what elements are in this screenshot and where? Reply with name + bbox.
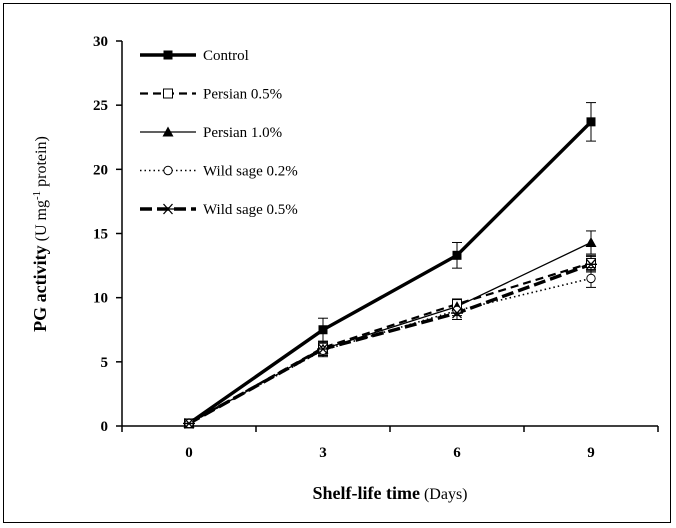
y-tick-label: 30	[93, 34, 108, 50]
legend-label: Wild sage 0.5%	[203, 202, 298, 218]
series-lines	[188, 120, 593, 425]
x-axis-title-unit: (Days)	[420, 486, 468, 503]
x-tick-label: 3	[319, 445, 327, 461]
x-axis-title: Shelf-life time (Days)	[312, 483, 467, 503]
legend-label: Persian 0.5%	[203, 87, 282, 103]
series-line	[188, 277, 592, 425]
data-point	[585, 236, 597, 247]
y-tick-label: 0	[101, 419, 109, 435]
series-line	[188, 262, 592, 425]
y-tick-label: 15	[93, 227, 108, 243]
x-tick-label: 0	[185, 445, 193, 461]
x-ticks: 0 3 6 9	[121, 426, 659, 461]
data-point	[585, 258, 597, 270]
data-point	[586, 273, 596, 284]
data-point	[451, 307, 463, 319]
y-axis-title-unit-post: protein)	[33, 136, 50, 191]
series-line	[188, 241, 592, 424]
legend-label: Wild sage 0.2%	[203, 164, 298, 180]
legend-marker	[163, 88, 173, 99]
legend-marker	[162, 203, 174, 215]
y-axis-title-unit-sup: -1	[31, 191, 43, 200]
legend-marker	[163, 50, 173, 60]
y-tick-label: 5	[101, 355, 109, 371]
data-point	[586, 258, 596, 269]
y-axis-title: PG activity (U mg-1 protein)	[30, 136, 50, 332]
error-bars	[318, 102, 596, 358]
x-tick-label: 6	[453, 445, 461, 461]
series-markers	[183, 117, 597, 429]
data-point	[317, 343, 329, 355]
series-line	[188, 120, 593, 425]
x-tick-label: 9	[587, 445, 595, 461]
legend-label: Control	[203, 48, 249, 64]
legend: Control Persian 0.5% Persian 1.0% Wild sage…	[140, 48, 298, 218]
data-point	[318, 345, 328, 355]
x-axis-title-main: Shelf-life time	[312, 483, 419, 503]
data-point	[452, 250, 462, 260]
y-axis-title-main: PG activity	[30, 245, 50, 331]
legend-marker	[163, 165, 173, 176]
data-point	[318, 325, 328, 335]
y-tick-label: 10	[93, 291, 108, 307]
y-ticks: 0 5 10 15 20 25 30	[93, 34, 122, 435]
chart-frame	[3, 3, 671, 523]
data-point	[183, 417, 195, 429]
y-axis-title-unit-pre: (U mg	[33, 200, 50, 245]
legend-label: Persian 1.0%	[203, 125, 282, 141]
series-line	[188, 261, 592, 425]
legend-marker	[162, 126, 174, 137]
y-tick-label: 20	[93, 162, 108, 178]
data-point	[586, 117, 596, 127]
y-tick-label: 25	[93, 98, 108, 114]
